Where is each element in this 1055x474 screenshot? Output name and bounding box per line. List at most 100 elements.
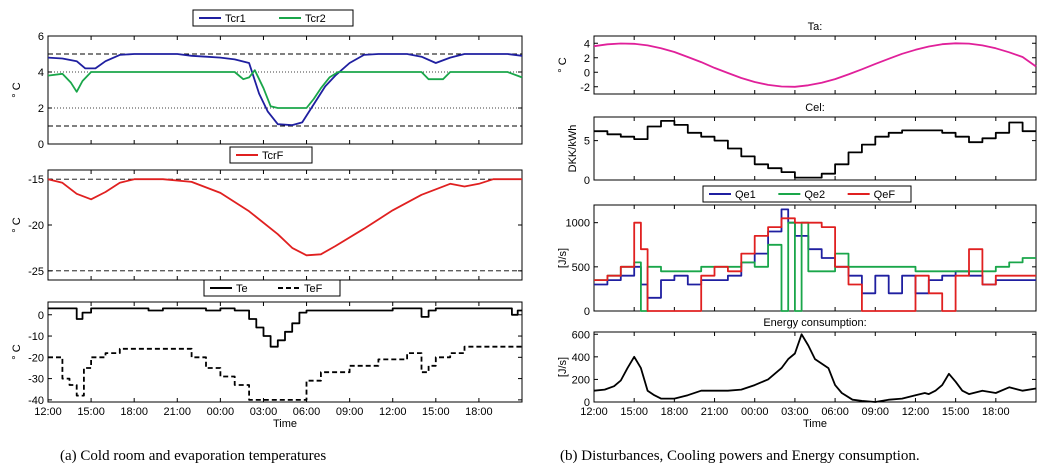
x-tick-label: 00:00: [207, 406, 235, 418]
x-tick-label: 09:00: [336, 406, 364, 418]
x-tick-label: 06:00: [821, 406, 849, 418]
caption-left: (a) Cold room and evaporation temperatur…: [60, 448, 327, 464]
y-tick-label: 0: [584, 397, 590, 409]
legend-box: [203, 279, 341, 297]
legend-label: Tcr1: [225, 13, 246, 25]
y-axis-label: [J/s]: [557, 357, 569, 377]
legend: Qe1 Qe2 QeF: [702, 185, 912, 203]
y-tick-label: -20: [28, 220, 44, 232]
x-tick-label: 18:00: [982, 406, 1010, 418]
x-tick-label: 21:00: [164, 406, 192, 418]
y-axis-label: ° C: [557, 57, 569, 72]
legend-label: Qe1: [735, 189, 756, 201]
y-tick-label: -15: [28, 174, 44, 186]
panel-energy: 0 200 400 600 12:00 15:00 18:00 21:00 00:00 03:00…: [557, 317, 1037, 430]
y-tick-label: 0: [584, 67, 590, 79]
caption-right: (b) Disturbances, Cooling powers and Ene…: [560, 448, 920, 464]
panel-qe: 0 500 1000 [J/s] Qe1 Qe2 QeF: [557, 185, 1037, 318]
y-tick-label: -25: [28, 266, 44, 278]
series-line-cel: [594, 120, 1036, 179]
x-axis-label: Time: [273, 418, 297, 430]
y-tick-label: -20: [28, 352, 44, 364]
x-tick-label: 09:00: [862, 406, 890, 418]
x-tick-label: 18:00: [465, 406, 493, 418]
y-tick-label: 400: [572, 352, 590, 364]
series-line-tcr1: [47, 53, 523, 126]
panel-title: Ta:: [808, 21, 823, 33]
y-axis-label: DKK/kWh: [567, 125, 579, 173]
legend-label: Qe2: [804, 189, 825, 201]
y-tick-label: 6: [38, 31, 44, 43]
y-tick-label: 2: [584, 53, 590, 65]
y-axis-label: [J/s]: [557, 248, 569, 268]
y-tick-label: 4: [38, 67, 44, 79]
y-axis-label: ° C: [11, 217, 23, 232]
panel-te: -40 -30 -20 -10 0 12:00 15:00 18:00 21:00 00:00 03…: [11, 279, 523, 430]
x-tick-label: 18:00: [661, 406, 689, 418]
y-tick-label: 1000: [566, 218, 590, 230]
y-tick-label: 200: [572, 374, 590, 386]
x-tick-label: 12:00: [34, 406, 62, 418]
series-line-ta: [593, 42, 1037, 88]
axes-frame: [593, 116, 1037, 181]
series-line-tcrf: [47, 178, 522, 257]
panel-tcr12: 0 2 4 6 ° C Tcr1 Tcr2: [11, 9, 523, 151]
y-tick-label: 0: [584, 306, 590, 318]
legend: Te TeF: [203, 279, 341, 297]
panel-title: Cel:: [805, 102, 825, 114]
legend-label: Te: [236, 283, 248, 295]
x-tick-label: 21:00: [701, 406, 729, 418]
y-tick-label: -40: [28, 395, 44, 407]
y-axis-label: ° C: [11, 344, 23, 359]
x-tick-label: 15:00: [942, 406, 970, 418]
y-tick-label: 600: [572, 329, 590, 341]
legend-box: [702, 185, 912, 203]
y-tick-label: -30: [28, 374, 44, 386]
legend-box: [192, 9, 354, 27]
x-tick-label: 03:00: [781, 406, 809, 418]
x-tick-label: 15:00: [422, 406, 450, 418]
y-axis-label: ° C: [11, 82, 23, 97]
panel-ta: -2 0 2 4 ° C Ta:: [557, 21, 1037, 95]
y-tick-label: 4: [584, 38, 590, 50]
x-tick-label: 12:00: [379, 406, 407, 418]
series-line-tef: [48, 345, 522, 401]
y-tick-label: 5: [584, 136, 590, 148]
legend: TcrF: [229, 146, 313, 164]
panel-title: Energy consumption:: [763, 317, 866, 329]
legend-label: QeF: [874, 189, 896, 201]
legend-box: [229, 146, 313, 164]
series-line-energy: [593, 333, 1037, 403]
legend-label: TcrF: [262, 150, 284, 162]
y-tick-label: 0: [584, 175, 590, 187]
x-tick-label: 18:00: [120, 406, 148, 418]
legend-label: Tcr2: [305, 13, 326, 25]
axes-frame: [593, 35, 1037, 95]
axes-frame: [593, 331, 1037, 403]
x-axis-label: Time: [803, 418, 827, 430]
series-line-qef: [594, 217, 1036, 312]
x-tick-label: 03:00: [250, 406, 278, 418]
y-tick-label: 500: [572, 262, 590, 274]
y-tick-label: 0: [38, 310, 44, 322]
x-tick-label: 15:00: [77, 406, 105, 418]
legend: Tcr1 Tcr2: [192, 9, 354, 27]
y-tick-label: 0: [38, 139, 44, 151]
legend-label: TeF: [304, 283, 323, 295]
x-tick-label: 12:00: [902, 406, 930, 418]
series-line-qe2: [594, 221, 1036, 312]
x-tick-label: 00:00: [741, 406, 769, 418]
y-tick-label: 2: [38, 103, 44, 115]
x-tick-label: 15:00: [620, 406, 648, 418]
axes-frame: [47, 301, 523, 403]
series-line-te: [48, 307, 522, 348]
y-tick-label: -10: [28, 331, 44, 343]
axes-frame: [47, 35, 523, 145]
axes-frame: [47, 169, 523, 281]
panel-cel: 0 5 DKK/kWh Cel:: [567, 102, 1037, 187]
series-line-tcr2: [47, 69, 523, 109]
x-tick-label: 06:00: [293, 406, 321, 418]
y-tick-label: -2: [580, 82, 590, 94]
x-tick-label: 12:00: [580, 406, 608, 418]
